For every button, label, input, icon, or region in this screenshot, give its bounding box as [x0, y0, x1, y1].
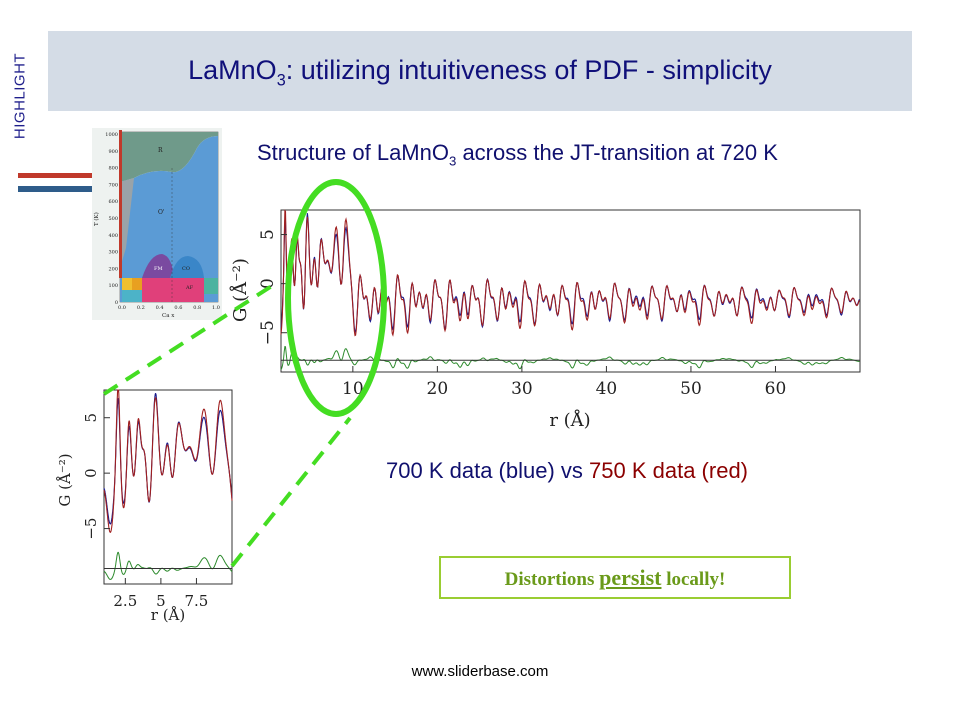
callout-box: Distortions persist locally! [439, 556, 791, 599]
region-label: R [158, 147, 163, 154]
phase-y-tick: 700 [108, 182, 118, 188]
zoom-line-bottom [230, 416, 352, 568]
inset-pdf-chart: 2.5 5 7.5 −5 0 5 r (Å) G (Å⁻²) [56, 389, 233, 624]
x-tick-label: 10 [342, 379, 364, 399]
highlight-tag: HIGHLIGHT [11, 52, 29, 140]
region-label: O' [158, 209, 165, 216]
pointer-arrows [18, 169, 118, 196]
phase-x-tick: 0.8 [193, 305, 201, 311]
x-tick-label: 2.5 [113, 592, 137, 610]
y-tick-label: −5 [82, 518, 100, 540]
main-xlabel: r (Å) [549, 409, 590, 431]
phase-y-tick: 400 [108, 233, 118, 239]
series-line-750k [103, 389, 233, 533]
blue-arrow [18, 182, 118, 196]
y-tick-label: 5 [258, 229, 278, 240]
phase-y-tick: 1000 [105, 132, 118, 138]
region-co [170, 256, 204, 278]
temperature-marker [119, 130, 122, 278]
region-fm [142, 254, 174, 278]
region-af [142, 278, 204, 294]
inset-ylabel: G (Å⁻²) [56, 453, 74, 506]
phase-y-tick: 800 [108, 166, 118, 172]
phase-ylabel: T (K) [93, 212, 100, 226]
legend-text: 700 K data (blue) vs 750 K data (red) [386, 458, 748, 483]
phase-x-tick: 0.0 [118, 305, 126, 311]
phase-x-tick: 0.2 [137, 305, 145, 311]
series-line-difference [103, 551, 233, 580]
phase-y-tick: 300 [108, 250, 118, 256]
phase-y-tick: 900 [108, 149, 118, 155]
x-tick-label: 7.5 [185, 592, 209, 610]
subtitle: Structure of LaMnO3 across the JT-transi… [257, 140, 778, 169]
phase-y-tick: 500 [108, 216, 118, 222]
region-r [120, 132, 218, 182]
phase-y-tick: 200 [108, 266, 118, 272]
y-tick-label: −5 [258, 320, 278, 345]
y-tick-label: 0 [82, 468, 100, 478]
main-ylabel: G (Å⁻²) [229, 258, 251, 322]
phase-x-tick: 0.6 [174, 305, 182, 311]
y-tick-label: 0 [258, 278, 278, 289]
y-tick-label: 5 [82, 413, 100, 423]
x-tick-label: 50 [680, 379, 702, 399]
region-label: FM [154, 266, 163, 272]
region-label: CO [182, 266, 190, 272]
phase-y-tick: 600 [108, 199, 118, 205]
phase-x-tick: 0.4 [156, 305, 164, 311]
phase-y-tick: 100 [108, 283, 118, 289]
x-tick-label: 40 [596, 379, 618, 399]
inset-plot-frame [103, 389, 233, 585]
region-label: AF [185, 285, 194, 291]
footer-url: www.sliderbase.com [411, 663, 549, 680]
x-tick-label: 60 [765, 379, 787, 399]
x-tick-label: 20 [427, 379, 449, 399]
red-arrow [18, 169, 118, 182]
slide-title: LaMnO3: utilizing intuitiveness of PDF -… [188, 55, 772, 90]
inset-xlabel: r (Å) [151, 606, 185, 624]
phase-x-tick: 1.0 [212, 305, 220, 311]
main-pdf-chart: 10 20 30 40 50 60 −5 0 5 r (Å) G (Å⁻²) [229, 209, 861, 431]
x-tick-label: 30 [511, 379, 533, 399]
main-plot-frame [280, 209, 861, 373]
x-tick-label: 5 [156, 592, 166, 610]
phase-diagram-image: R O' FM CO AF 1000 900 800 700 600 500 400 300 2… [92, 128, 222, 320]
phase-xlabel: Ca x [162, 313, 175, 319]
title-bar: LaMnO3: utilizing intuitiveness of PDF -… [48, 31, 912, 111]
